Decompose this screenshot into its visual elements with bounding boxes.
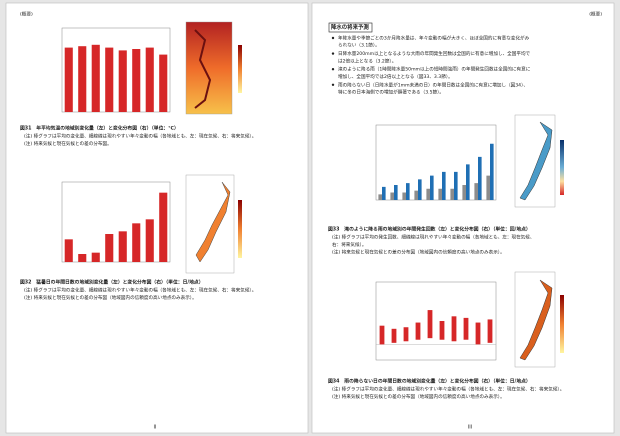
figure-caption: 図34 雨の降らない日の年間日数の地域別変化量（左）と変化分布図（右）（単位：日… xyxy=(328,378,531,385)
bar xyxy=(91,44,100,112)
page-number: II xyxy=(154,425,157,431)
bullet-text: 滝のように降る雨（1時間降水量50mm以上の短時間強雨）の年間発生回数は全国的に… xyxy=(338,66,531,73)
map-figure-34 xyxy=(514,271,564,368)
bar xyxy=(462,185,466,200)
bar xyxy=(418,179,422,200)
box xyxy=(439,321,445,340)
box xyxy=(379,325,385,345)
bar xyxy=(466,164,470,200)
box xyxy=(463,317,469,340)
box xyxy=(451,316,457,342)
bar xyxy=(378,194,382,200)
bullet-text: 日降水量200mm以上となるような大雨の年間発生回数は全国的に有意に増加し、全国… xyxy=(338,50,531,57)
bar xyxy=(426,188,430,200)
bar xyxy=(478,156,482,200)
bullet-dot xyxy=(331,52,335,55)
bullet-text: 増加し、全国平均では2倍以上となる（図33、3.3節）。 xyxy=(338,73,453,80)
bar xyxy=(105,234,114,262)
bar xyxy=(430,175,434,200)
bullet-text: 雨の降らない日（日降水量が1mm未満の日）の年間日数は全国的に有意に増加し（図3… xyxy=(338,81,528,88)
bar xyxy=(105,47,114,112)
bar xyxy=(118,231,127,262)
box xyxy=(391,328,397,343)
bar xyxy=(394,185,398,200)
page-header: (概要) xyxy=(589,11,602,18)
bullet-text: 特に冬の日本海側での増加が顕著である（3.5節）。 xyxy=(338,89,444,96)
bar xyxy=(118,50,127,112)
bar xyxy=(390,192,394,200)
bar xyxy=(78,254,87,262)
bar xyxy=(132,223,141,262)
box xyxy=(403,327,409,342)
bar xyxy=(145,47,154,112)
bar xyxy=(490,143,494,200)
section-box xyxy=(328,22,373,33)
bar xyxy=(145,219,154,262)
figure-note: (注) 将来気候と現在気候との差の分布図（地域図内の信頼度の高い地点のみ表示）。 xyxy=(332,393,505,400)
page-header: (概要) xyxy=(20,11,33,18)
bar xyxy=(132,49,141,112)
figure-note: (注) 棒グラフは平均の変化量、細線線は現れやすい年々変動の幅（各地域とも、左：… xyxy=(24,133,256,140)
chart-frame xyxy=(375,281,497,361)
box xyxy=(427,310,433,339)
map-figure-32 xyxy=(185,174,242,274)
figure-note: (注) 棒グラフは平均の変化量、細線線は現れやすい年々変動の幅（各地域とも、左：… xyxy=(332,386,564,393)
figure-note: 右：将来気候）。 xyxy=(332,241,366,248)
box xyxy=(415,322,421,340)
bar xyxy=(474,183,478,200)
bar xyxy=(64,47,73,112)
bar xyxy=(406,183,410,200)
figure-note: (注) 将来気候と現在気候との差の分布図（地域図内の信頼度の高い地点のみ表示）。 xyxy=(332,249,505,256)
bar xyxy=(414,190,418,200)
bar xyxy=(159,54,168,112)
figure-caption: 図33 滝のように降る雨の地域別の年間発生回数（左）と変化分布図（右）（単位：回… xyxy=(328,226,531,233)
bullet-dot xyxy=(331,68,335,71)
bar xyxy=(454,171,458,200)
map-figure-33 xyxy=(514,114,564,208)
bar xyxy=(450,188,454,200)
figure-caption: 図32 猛暑日の年間日数の地域別変化量（左）と変化分布図（右）（単位：日/地点） xyxy=(20,279,204,286)
bar xyxy=(159,192,168,262)
right-page xyxy=(311,2,615,434)
box xyxy=(475,322,481,345)
bar xyxy=(91,252,100,262)
figure-note: (注) 将来気候と現在気候との差の分布図（地域図内の信頼度の高い地点のみ表示）。 xyxy=(24,294,197,301)
box xyxy=(487,319,493,343)
figure-caption: 図31 年平均気温の地域別変化量（左）と変化分布図（右）（単位：℃） xyxy=(20,125,179,132)
bar xyxy=(438,188,442,200)
bullet-dot xyxy=(331,36,335,40)
bullet-text: られない（3.1節）。 xyxy=(338,42,380,49)
bullet-text: 年降水量や季節ごとの3か月降水量は、年々変動の幅が大きく、ほぼ全国的に有意な変化… xyxy=(338,35,530,42)
bar xyxy=(78,46,87,113)
section-title: 降水の将来予測 xyxy=(331,23,369,31)
bar xyxy=(402,192,406,200)
bullet-text: は2倍以上となる（3.2節）。 xyxy=(338,57,396,64)
bar xyxy=(442,171,446,200)
bar xyxy=(486,175,490,200)
bar xyxy=(64,239,73,262)
figure-note: (注) 棒グラフは平均の発生回数、細線線は現れやすい年々変動の幅（各地域とも、左… xyxy=(332,234,534,241)
bar xyxy=(382,186,386,200)
bullet-dot xyxy=(331,83,335,87)
figure-note: (注) 将来気候と現在気候との差の分布図。 xyxy=(24,140,112,147)
figure-note: (注) 棒グラフは平均の変化量、細線線は現れやすい年々変動の幅（各地域とも、左：… xyxy=(24,287,256,294)
page-number: III xyxy=(468,425,472,431)
map-figure-31 xyxy=(185,21,242,115)
